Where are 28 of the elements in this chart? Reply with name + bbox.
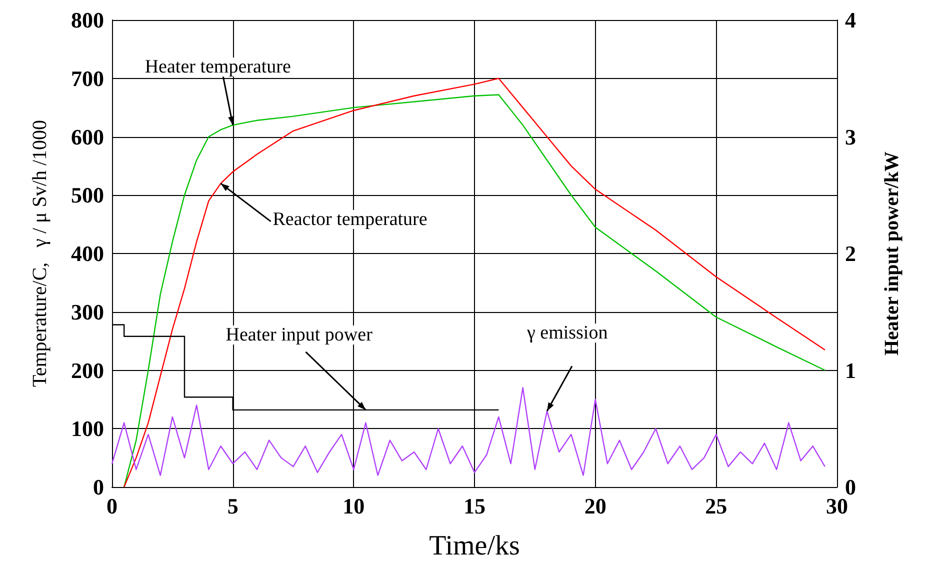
y2-tick-label: 0 xyxy=(845,474,856,500)
text: γ emission xyxy=(526,322,608,344)
y2-tick-label: 4 xyxy=(845,8,856,32)
text: Heater input power xyxy=(226,324,374,346)
x-tick-label: 20 xyxy=(584,494,606,518)
text: Heater temperature xyxy=(144,56,291,78)
x-tick-label: 10 xyxy=(342,494,365,518)
y-tick-label: 300 xyxy=(71,299,104,324)
y-tick-label: 200 xyxy=(71,358,104,383)
y2-tick-label: 1 xyxy=(845,358,856,383)
y2-axis-title: Heater input power/kW xyxy=(881,151,903,356)
y2-tick-label: 2 xyxy=(845,241,856,266)
x-tick-label: 30 xyxy=(826,494,848,518)
x-tick-label: 15 xyxy=(464,494,486,518)
y-tick-label: 400 xyxy=(71,241,104,266)
y-tick-label: 500 xyxy=(71,182,104,208)
y2-tick-label: 3 xyxy=(845,124,856,150)
text: Reactor temperature xyxy=(272,208,428,230)
y-tick-label: 0 xyxy=(93,474,104,500)
x-axis-title: Time/ks xyxy=(429,530,520,562)
y-tick-label: 600 xyxy=(71,124,104,150)
y-axis-title: Temperature/C, γ / μ Sv/h /1000 xyxy=(29,120,51,388)
x-tick-label: 25 xyxy=(705,494,728,518)
y-tick-label: 700 xyxy=(71,66,104,91)
x-tick-label: 5 xyxy=(227,494,238,518)
y-tick-label: 100 xyxy=(71,416,104,442)
line-series xyxy=(111,387,826,476)
y-tick-label: 800 xyxy=(71,8,104,32)
